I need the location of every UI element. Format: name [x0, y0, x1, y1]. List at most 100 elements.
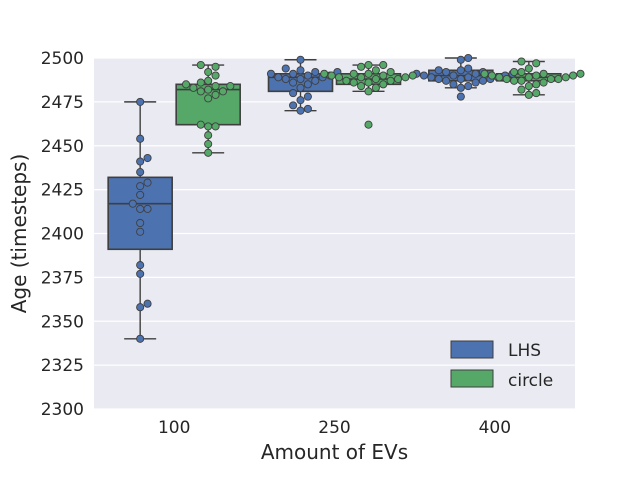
data-point: [386, 67, 395, 77]
x-tick-label: 100: [158, 418, 190, 438]
data-point: [371, 83, 380, 92]
data-point: [427, 73, 436, 82]
data-point: [357, 82, 366, 91]
data-point: [211, 82, 220, 91]
data-point: [532, 59, 541, 68]
data-point: [495, 73, 504, 82]
data-point: [364, 78, 373, 87]
data-point: [357, 62, 366, 71]
data-point: [561, 73, 570, 82]
data-point: [181, 80, 191, 89]
data-point: [510, 67, 519, 77]
data-point: [296, 55, 305, 64]
data-point: [487, 71, 496, 80]
data-point: [136, 190, 145, 199]
legend-label-circle: circle: [508, 371, 553, 391]
data-point: [364, 87, 373, 96]
data-point: [442, 67, 451, 77]
data-point: [408, 71, 417, 80]
data-point: [434, 75, 443, 84]
data-point: [517, 57, 526, 66]
legend-label-lhs: LHS: [508, 341, 541, 361]
data-point: [289, 69, 298, 78]
data-point: [296, 96, 305, 105]
y-tick-label: 2500: [41, 49, 84, 69]
data-point: [136, 269, 145, 278]
y-tick-label: 2325: [41, 356, 84, 376]
data-point: [143, 153, 152, 163]
data-point: [456, 75, 465, 84]
data-point: [464, 73, 473, 82]
data-point: [539, 69, 548, 78]
data-point: [576, 69, 585, 78]
data-point: [296, 75, 305, 84]
data-point: [196, 120, 205, 129]
data-point: [196, 87, 205, 96]
data-point: [569, 71, 578, 80]
data-point: [136, 303, 145, 312]
data-point: [419, 71, 428, 80]
y-tick-label: 2425: [41, 181, 84, 201]
data-point: [464, 53, 473, 63]
box-lhs-100: [107, 176, 173, 251]
x-axis-label: Amount of EVs: [261, 440, 408, 464]
y-tick-label: 2400: [41, 225, 84, 245]
data-point: [364, 60, 373, 70]
data-point: [143, 204, 152, 213]
data-point: [393, 75, 403, 84]
legend-swatch-lhs: [450, 340, 494, 359]
data-point: [364, 69, 373, 78]
data-point: [449, 71, 458, 80]
data-point: [546, 75, 556, 84]
data-point: [386, 76, 395, 85]
data-point: [334, 73, 344, 82]
data-point: [401, 73, 410, 82]
data-point: [379, 71, 388, 80]
data-point: [464, 64, 473, 73]
data-point: [136, 168, 145, 177]
data-point: [303, 92, 312, 101]
data-point: [303, 71, 312, 80]
data-point: [464, 82, 473, 91]
data-point: [371, 75, 380, 84]
y-tick-label: 2300: [41, 400, 84, 420]
data-point: [289, 89, 298, 98]
data-point: [136, 157, 145, 166]
data-point: [296, 66, 305, 75]
y-tick-label: 2475: [41, 93, 84, 113]
data-point: [136, 218, 145, 228]
data-point: [524, 82, 533, 91]
data-point: [342, 76, 351, 85]
data-point: [136, 261, 145, 270]
data-point: [349, 78, 358, 87]
data-point: [274, 73, 283, 82]
data-point: [289, 78, 298, 87]
data-point: [449, 80, 458, 89]
data-point: [320, 69, 329, 78]
data-point: [327, 71, 336, 80]
x-tick-label: 250: [318, 418, 350, 438]
data-point: [211, 71, 220, 80]
data-point: [136, 334, 145, 343]
x-tick-label: 400: [479, 418, 511, 438]
data-point: [281, 75, 290, 84]
data-point: [266, 69, 276, 78]
y-axis-ticks: 2300 2325 2350 2375 2400 2425 2450 2475 2500: [41, 49, 84, 420]
data-point: [456, 55, 465, 64]
data-point: [471, 78, 480, 87]
data-point: [226, 82, 235, 91]
data-point: [456, 92, 465, 101]
data-point: [143, 299, 152, 308]
data-point: [539, 78, 548, 87]
data-point: [303, 80, 312, 89]
data-point: [434, 66, 443, 75]
data-point: [189, 83, 198, 92]
data-point: [136, 97, 145, 106]
data-point: [204, 139, 213, 149]
data-point: [281, 64, 290, 73]
data-point: [204, 94, 213, 103]
legend-swatch-circle: [450, 369, 494, 388]
legend: LHS circle: [450, 340, 553, 391]
data-point: [456, 83, 465, 92]
